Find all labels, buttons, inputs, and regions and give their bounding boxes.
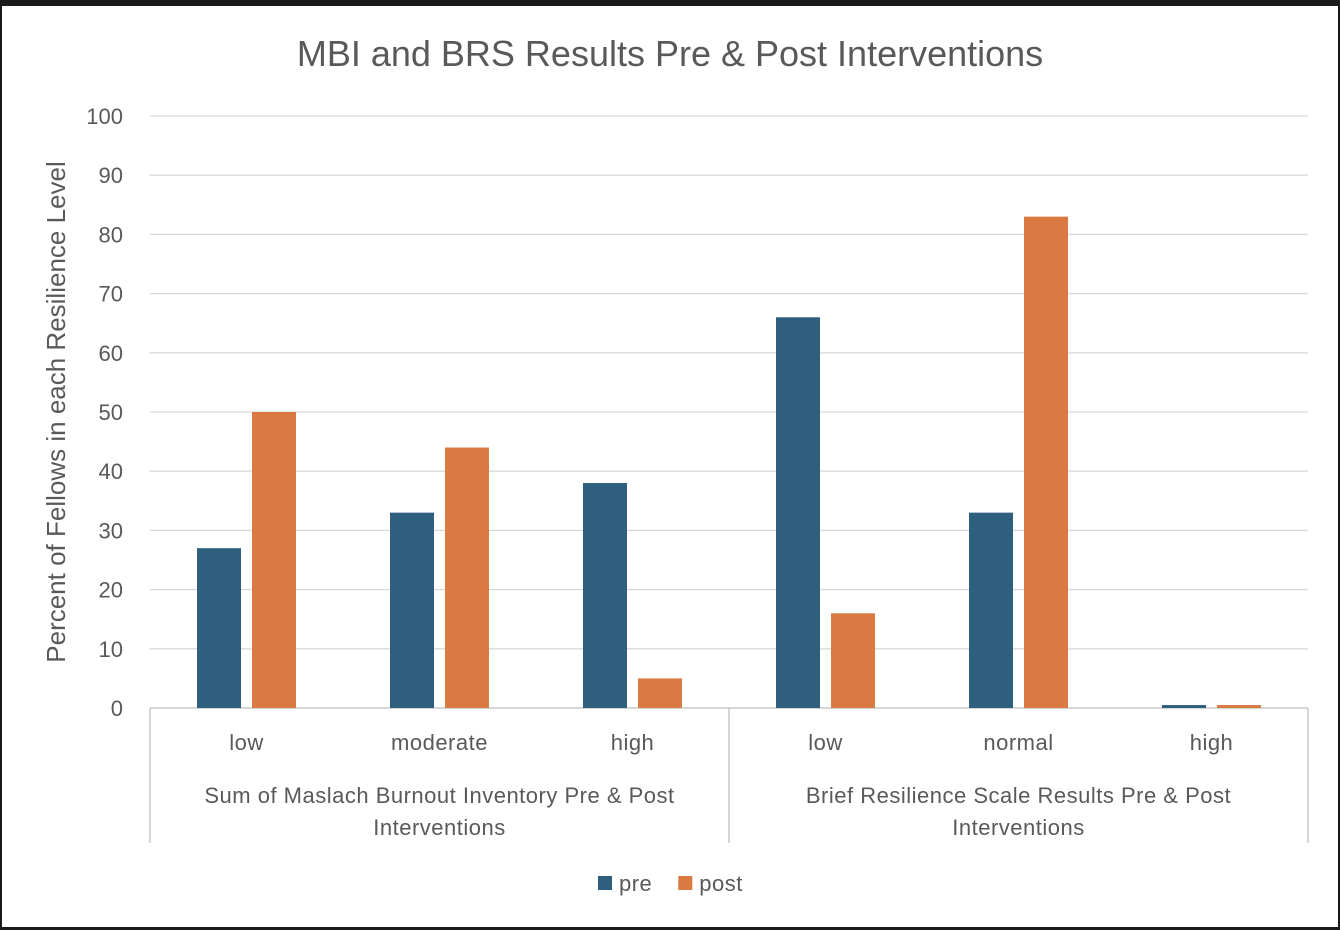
y-axis-ticks: 0 10 20 30 40 50 60 70 80 90 100 <box>86 104 123 721</box>
bar-post <box>252 412 296 708</box>
x-tick-label: low <box>229 730 264 755</box>
bar-pre <box>197 548 241 708</box>
group-label: Interventions <box>373 815 505 840</box>
chart-title: MBI and BRS Results Pre & Post Intervent… <box>297 33 1043 74</box>
legend: pre post <box>598 871 743 896</box>
y-tick-label: 90 <box>99 163 123 188</box>
y-axis-title: Percent of Fellows in each Resilience Le… <box>41 161 71 662</box>
bar-pre <box>390 512 434 708</box>
y-tick-label: 50 <box>99 400 123 425</box>
x-tick-label: low <box>808 730 843 755</box>
x-tick-label: normal <box>983 730 1053 755</box>
y-tick-label: 40 <box>99 459 123 484</box>
group-label: Sum of Maslach Burnout Inventory Pre & P… <box>204 783 674 808</box>
bar-post <box>1217 705 1261 708</box>
y-tick-label: 20 <box>99 578 123 603</box>
bar-pre <box>776 317 820 708</box>
group-label: Brief Resilience Scale Results Pre & Pos… <box>806 783 1231 808</box>
x-tick-label: moderate <box>391 730 488 755</box>
bar-post <box>638 678 682 708</box>
legend-label-post: post <box>699 871 743 896</box>
bar-post <box>831 613 875 708</box>
y-tick-label: 10 <box>99 637 123 662</box>
bar-post <box>445 447 489 708</box>
bar-pre <box>969 512 1013 708</box>
y-tick-label: 100 <box>86 104 123 129</box>
group-label: Interventions <box>952 815 1084 840</box>
y-tick-label: 70 <box>99 282 123 307</box>
x-tick-label: high <box>611 730 655 755</box>
y-tick-label: 80 <box>99 222 123 247</box>
legend-swatch-pre <box>598 876 612 890</box>
x-axis: low moderate high Sum of Maslach Burnout In… <box>149 708 1309 843</box>
bar-pre <box>1162 705 1206 708</box>
y-tick-label: 60 <box>99 341 123 366</box>
x-tick-label: high <box>1190 730 1234 755</box>
legend-swatch-post <box>678 876 693 890</box>
y-tick-label: 30 <box>99 518 123 543</box>
bar-pre <box>583 483 627 708</box>
bars <box>197 216 1261 708</box>
y-tick-label: 0 <box>111 696 123 721</box>
bar-post <box>1024 216 1068 708</box>
gridlines <box>150 115 1308 709</box>
legend-label-pre: pre <box>619 871 652 896</box>
